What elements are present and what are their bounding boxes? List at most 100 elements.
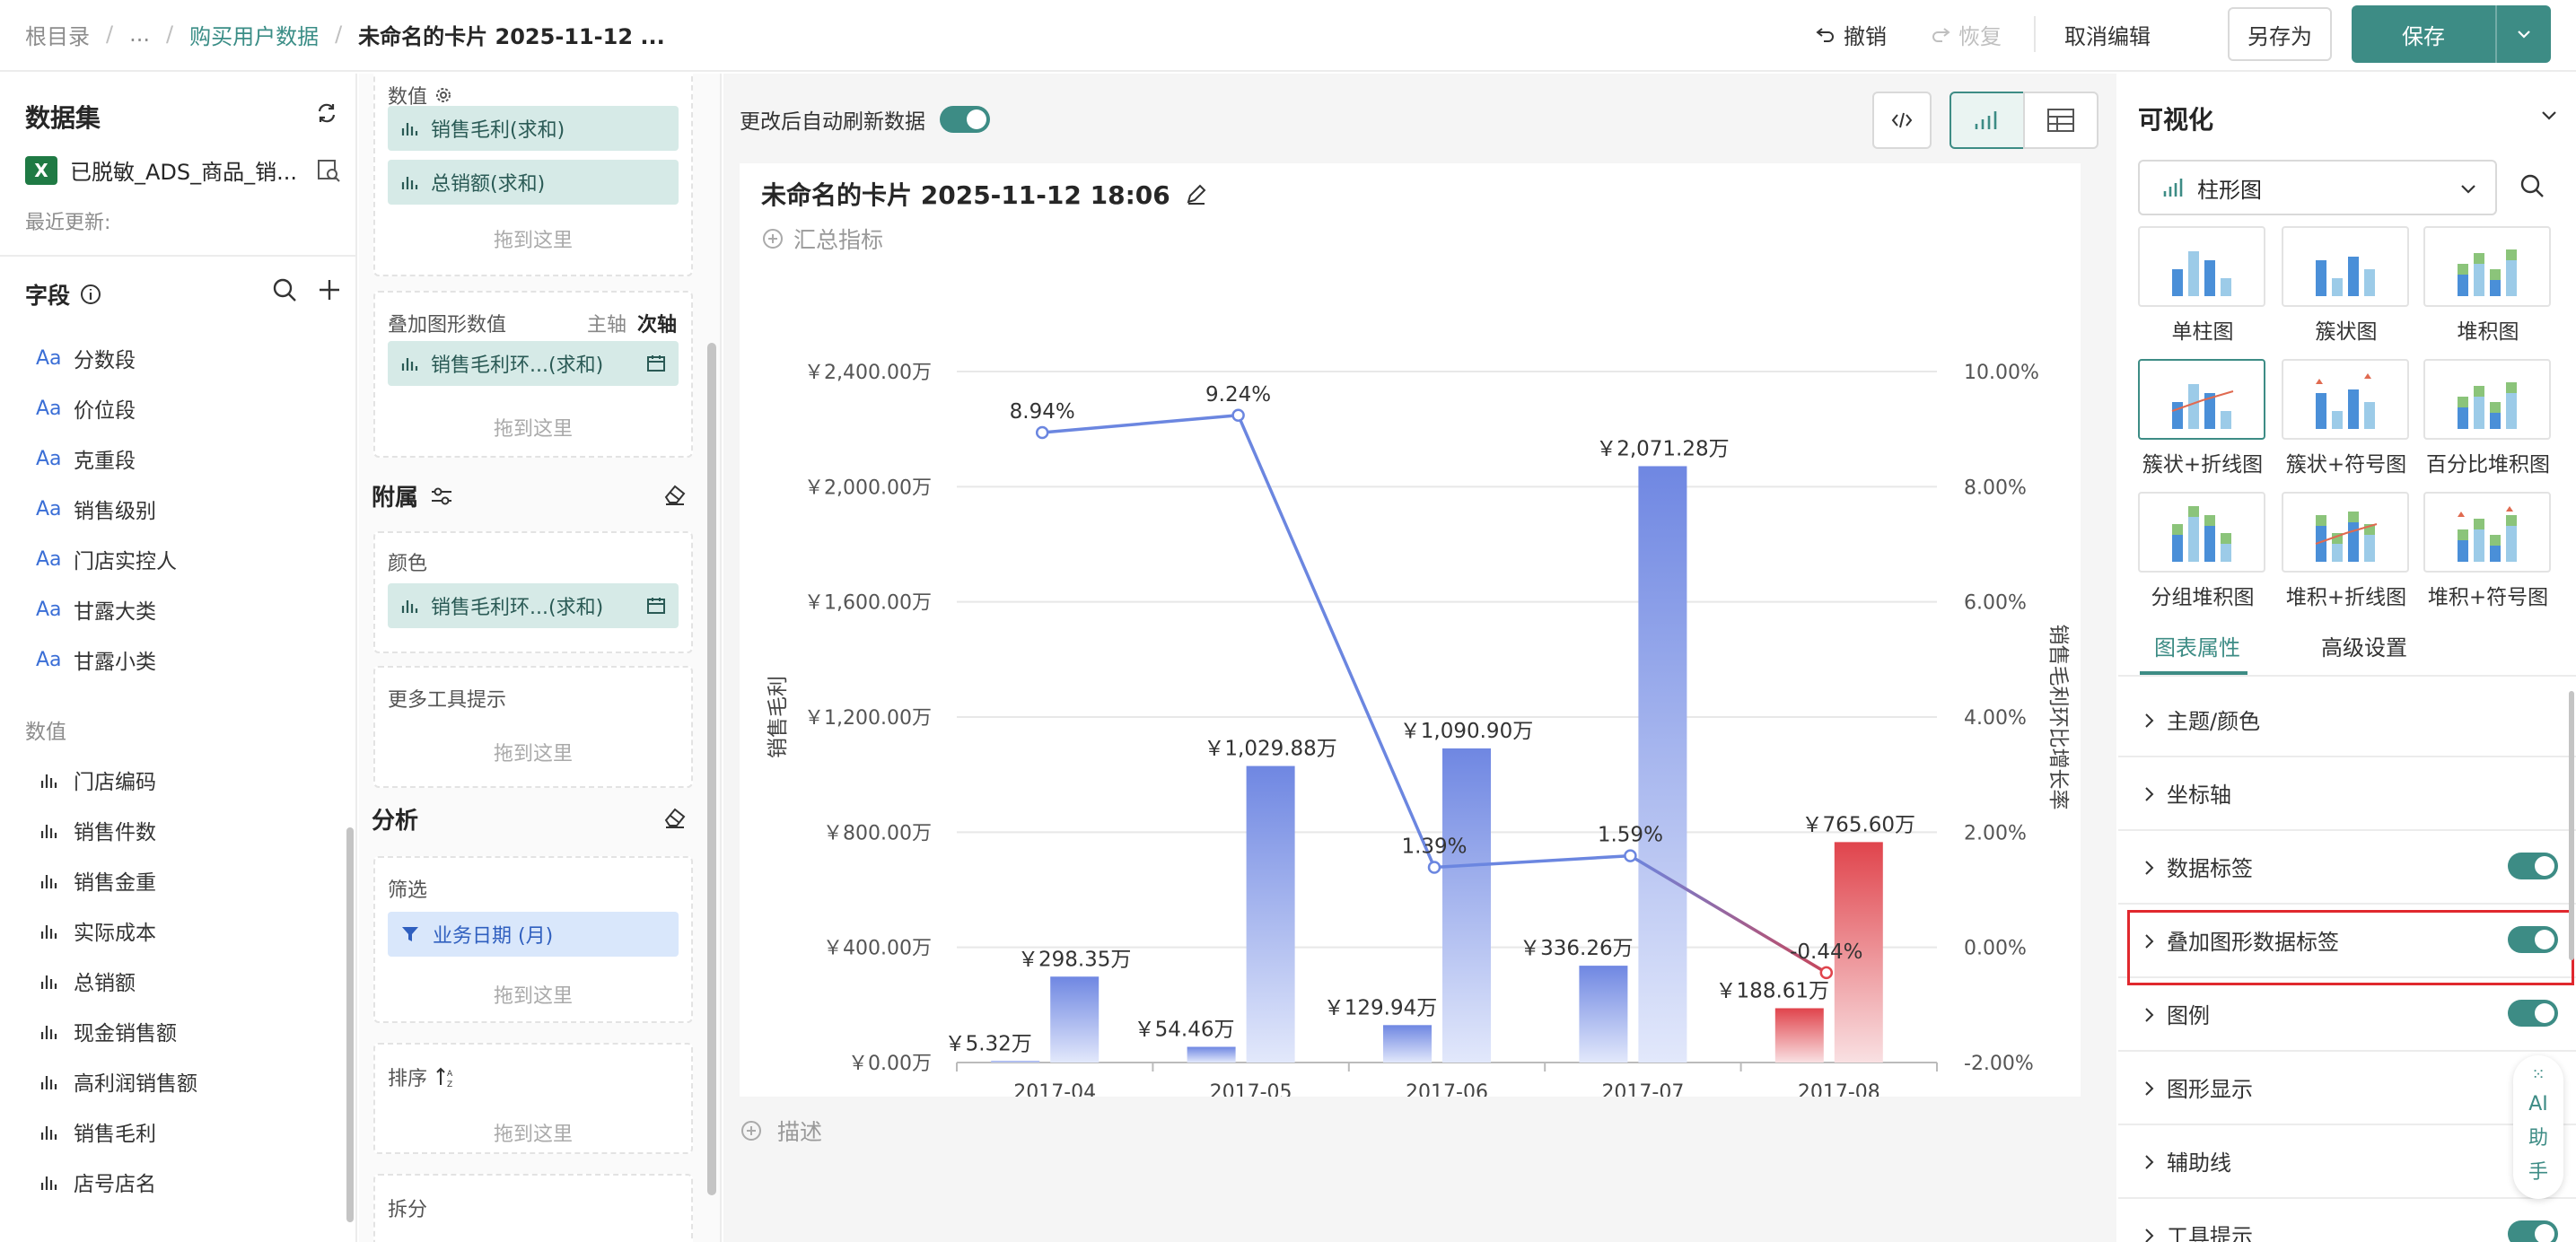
save-as-button[interactable]: 另存为 bbox=[2228, 7, 2332, 61]
measure-field[interactable]: 销售金重 bbox=[36, 865, 156, 896]
property-toggle[interactable] bbox=[2508, 1000, 2558, 1027]
chart-type-thumb[interactable] bbox=[2282, 492, 2409, 573]
property-row[interactable]: 图例 bbox=[2118, 978, 2576, 1052]
chart-type-thumb[interactable] bbox=[2138, 226, 2265, 307]
undo-button[interactable]: 撤销 bbox=[1815, 0, 1887, 68]
property-row[interactable]: 数据标签 bbox=[2118, 831, 2576, 905]
dimension-field[interactable]: Aa 甘露小类 bbox=[36, 644, 156, 675]
dimension-field[interactable]: Aa 销售级别 bbox=[36, 494, 156, 524]
line-segment bbox=[1433, 853, 1631, 870]
measure-field[interactable]: 总销额 bbox=[36, 966, 136, 996]
save-button[interactable]: 保存 bbox=[2402, 23, 2445, 49]
breadcrumb-ellipsis[interactable]: ... bbox=[129, 22, 150, 47]
save-dropdown-button[interactable] bbox=[2497, 5, 2551, 63]
overlay-dropzone[interactable]: 叠加图形数值 主轴 次轴 销售毛利环...(求和) 拖到这里 bbox=[373, 291, 693, 458]
cancel-edit-button[interactable]: 取消编辑 bbox=[2064, 23, 2151, 49]
property-toggle[interactable] bbox=[2508, 926, 2558, 953]
value-pill-label: 总销额(求和) bbox=[431, 173, 546, 196]
chart-type-thumb[interactable] bbox=[2282, 226, 2409, 307]
chart-type-thumb[interactable] bbox=[2138, 359, 2265, 440]
measure-field[interactable]: 店号店名 bbox=[36, 1167, 156, 1197]
search-icon[interactable] bbox=[2519, 172, 2545, 199]
dimension-field[interactable]: Aa 甘露大类 bbox=[36, 594, 156, 625]
bar-chart-icon bbox=[40, 825, 57, 838]
calendar-icon[interactable] bbox=[646, 354, 666, 373]
color-dropzone[interactable]: 颜色 销售毛利环...(求和) bbox=[373, 531, 693, 653]
chart-type-thumb[interactable] bbox=[2138, 492, 2265, 573]
property-row[interactable]: 辅助线 bbox=[2118, 1125, 2576, 1199]
chart-view-button[interactable] bbox=[1950, 92, 2025, 149]
eraser-icon[interactable] bbox=[662, 804, 688, 829]
chart-type-thumb[interactable] bbox=[2423, 492, 2551, 573]
chevron-down-icon[interactable] bbox=[2538, 104, 2560, 126]
property-toggle[interactable] bbox=[2508, 853, 2558, 879]
split-dropzone[interactable]: 拆分 bbox=[373, 1174, 693, 1242]
property-row[interactable]: 图形显示 bbox=[2118, 1052, 2576, 1125]
auto-refresh-toggle[interactable] bbox=[940, 106, 990, 133]
breadcrumb-root[interactable]: 根目录 bbox=[25, 23, 90, 49]
plus-circle-icon bbox=[741, 1121, 761, 1141]
property-row[interactable]: 工具提示 bbox=[2118, 1199, 2576, 1242]
measure-field[interactable]: 门店编码 bbox=[36, 765, 156, 795]
plus-icon[interactable] bbox=[316, 276, 343, 303]
overlay-pill[interactable]: 销售毛利环...(求和) bbox=[388, 341, 679, 386]
color-pill[interactable]: 销售毛利环...(求和) bbox=[388, 583, 679, 628]
properties-scrollbar[interactable] bbox=[2569, 691, 2574, 960]
chevron-right-icon bbox=[2145, 1229, 2154, 1242]
code-view-button[interactable] bbox=[1872, 92, 1932, 149]
value-pill[interactable]: 销售毛利(求和) bbox=[388, 106, 679, 151]
measure-field[interactable]: 实际成本 bbox=[36, 915, 156, 946]
edit-icon[interactable] bbox=[1185, 182, 1208, 206]
dimension-field[interactable]: Aa 克重段 bbox=[36, 443, 136, 474]
chart-type-thumb[interactable] bbox=[2282, 359, 2409, 440]
preview-data-button[interactable] bbox=[316, 158, 341, 187]
filter-dropzone[interactable]: 筛选 业务日期 (月) 拖到这里 bbox=[373, 856, 693, 1023]
summary-metric-button[interactable]: 汇总指标 bbox=[761, 223, 883, 255]
sliders-icon[interactable] bbox=[429, 484, 454, 509]
x-tick-label: 2017-08 bbox=[1798, 1081, 1880, 1097]
color-pill-label: 销售毛利环...(求和) bbox=[431, 597, 604, 619]
tooltip-dropzone[interactable]: 更多工具提示 拖到这里 bbox=[373, 666, 693, 788]
dimension-field[interactable]: Aa 门店实控人 bbox=[36, 544, 177, 574]
property-row[interactable]: 主题/颜色 bbox=[2118, 684, 2576, 757]
config-scrollbar[interactable] bbox=[707, 343, 716, 1195]
property-toggle[interactable] bbox=[2508, 1220, 2558, 1242]
property-row[interactable]: 叠加图形数据标签 bbox=[2118, 905, 2576, 978]
breadcrumb-parent[interactable]: 购买用户数据 bbox=[189, 23, 320, 49]
code-icon bbox=[1891, 112, 1913, 128]
search-icon[interactable] bbox=[271, 276, 298, 303]
measure-field[interactable]: 销售件数 bbox=[36, 815, 156, 845]
values-dropzone[interactable]: 数值 销售毛利(求和) 总销额(求和) 拖到这里 bbox=[373, 74, 693, 276]
dimension-field[interactable]: Aa 分数段 bbox=[36, 343, 136, 373]
x-tick-label: 2017-05 bbox=[1210, 1081, 1292, 1097]
attach-title: 附属 bbox=[372, 485, 419, 512]
filter-pill[interactable]: 业务日期 (月) bbox=[388, 912, 679, 957]
fields-scrollbar[interactable] bbox=[346, 827, 354, 1222]
chart-type-thumb[interactable] bbox=[2423, 226, 2551, 307]
measure-field[interactable]: 销售毛利 bbox=[36, 1116, 156, 1147]
chart-type-select[interactable]: 柱形图 bbox=[2138, 160, 2497, 215]
calendar-icon[interactable] bbox=[646, 596, 666, 616]
info-icon[interactable] bbox=[79, 283, 102, 306]
dimension-field[interactable]: Aa 价位段 bbox=[36, 393, 136, 424]
redo-button[interactable]: 恢复 bbox=[1930, 0, 2002, 68]
eraser-icon[interactable] bbox=[662, 481, 688, 506]
line-segment bbox=[1236, 415, 1436, 869]
tab-chart-properties[interactable]: 图表属性 bbox=[2154, 635, 2240, 660]
sort-icon[interactable]: AZ bbox=[434, 1065, 458, 1089]
measure-field[interactable]: 高利润销售额 bbox=[36, 1066, 197, 1097]
tab-advanced-settings[interactable]: 高级设置 bbox=[2321, 635, 2407, 660]
settings-icon[interactable] bbox=[434, 86, 452, 104]
measure-field[interactable]: 现金销售额 bbox=[36, 1016, 177, 1046]
ai-assistant-button[interactable]: ⁙ AI助手 bbox=[2513, 1055, 2563, 1199]
dataset-file[interactable]: X 已脱敏_ADS_商品_销... bbox=[25, 154, 297, 186]
describe-button[interactable]: 描述 bbox=[740, 1115, 822, 1147]
property-row[interactable]: 坐标轴 bbox=[2118, 757, 2576, 831]
table-view-button[interactable] bbox=[2023, 92, 2098, 149]
axis-secondary-toggle[interactable]: 次轴 bbox=[637, 314, 678, 337]
chart-type-thumb[interactable] bbox=[2423, 359, 2551, 440]
axis-main-toggle[interactable]: 主轴 bbox=[587, 314, 627, 337]
value-pill[interactable]: 总销额(求和) bbox=[388, 160, 679, 205]
switch-dataset-button[interactable] bbox=[314, 101, 339, 129]
